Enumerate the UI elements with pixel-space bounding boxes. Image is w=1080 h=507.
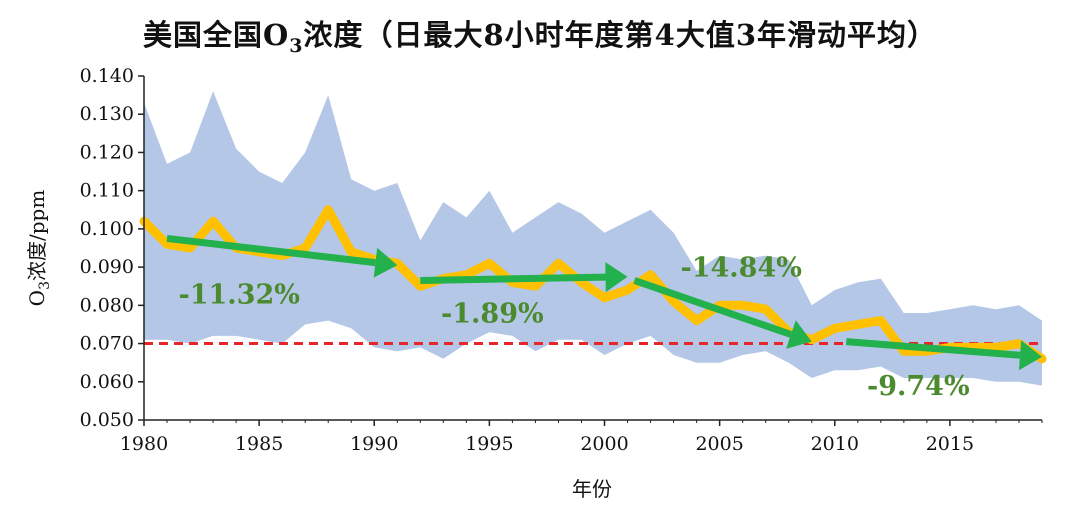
axes: [138, 75, 1043, 426]
chart-title-prefix: 美国全国O: [142, 18, 290, 52]
y-tick-label: 0.050: [80, 409, 134, 431]
x-tick-label: 1990: [350, 433, 398, 455]
trend-label: -11.32%: [179, 279, 300, 310]
trend-arrow: [633, 277, 793, 338]
y-tick-label: 0.130: [80, 103, 134, 125]
y-tick-label: 0.080: [80, 294, 134, 316]
x-axis-label: 年份: [572, 477, 612, 501]
y-tick-label: 0.110: [80, 180, 134, 202]
trend-label: -1.89%: [441, 299, 544, 330]
trend-arrow: [166, 234, 376, 267]
y-tick-label: 0.060: [80, 371, 134, 393]
x-tick-label: 2010: [811, 433, 859, 455]
x-tick-label: 1985: [235, 433, 283, 455]
concentration-range-band-layer: [144, 91, 1042, 386]
trend-arrow: [846, 338, 1021, 359]
y-tick-label: 0.090: [80, 256, 134, 278]
y-axis-label-prefix: O: [25, 290, 49, 306]
x-tick-label: 2005: [695, 433, 743, 455]
trend-arrow-head: [1018, 340, 1042, 371]
x-tick-label: 1995: [465, 433, 513, 455]
x-tick-label: 1980: [120, 433, 168, 455]
y-tick-label: 0.070: [80, 333, 134, 355]
trend-arrow-layer: [166, 234, 1042, 371]
trend-label: -9.74%: [867, 371, 970, 402]
y-tick-label: 0.100: [80, 218, 134, 240]
trend-label-layer: -11.32% -1.89% -14.84% -9.74%: [179, 253, 970, 402]
trend-arrow-head: [786, 320, 812, 349]
chart-title-subscript: 3: [289, 34, 304, 57]
trend-arrow: [420, 273, 606, 284]
chart-title-suffix: 浓度（日最大8小时年度第4大值3年滑动平均）: [303, 18, 938, 52]
tick-label-layer: 0.050 0.060 0.070 0.080 0.090 0.100 0.110 0.120…: [80, 65, 974, 455]
trend-arrow-head: [605, 262, 628, 293]
range-band: [144, 91, 1042, 386]
trend-label: -14.84%: [680, 253, 801, 284]
y-axis-label-suffix: 浓度/ppm: [25, 190, 49, 281]
y-axis-label: O3浓度/ppm: [25, 190, 53, 307]
chart-title: 美国全国O3浓度（日最大8小时年度第4大值3年滑动平均）: [0, 12, 1080, 57]
y-axis-label-subscript: 3: [37, 281, 53, 290]
y-tick-label: 0.120: [80, 141, 134, 163]
y-tick-label: 0.140: [80, 65, 134, 87]
trend-arrow-head: [373, 247, 398, 278]
x-tick-label: 2015: [926, 433, 974, 455]
x-tick-label: 2000: [580, 433, 628, 455]
